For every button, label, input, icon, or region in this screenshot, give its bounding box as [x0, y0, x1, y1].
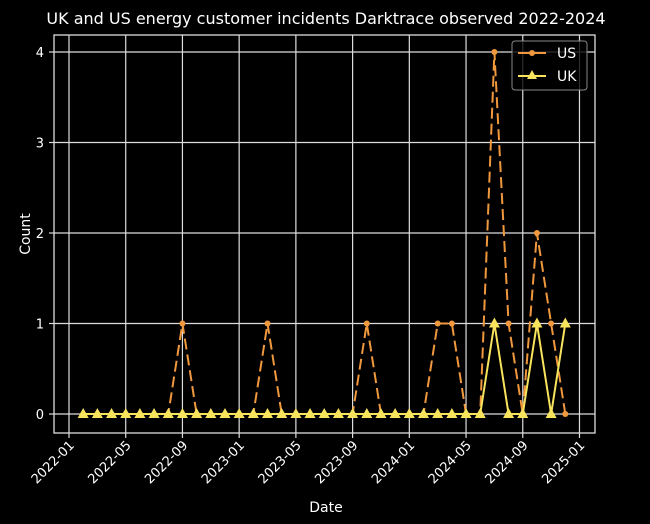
x-tick-label: 2022-09: [142, 438, 191, 487]
data-point: [120, 408, 132, 418]
data-point: [106, 408, 118, 418]
x-tick-label: 2023-01: [199, 438, 248, 487]
x-tick-label: 2024-01: [369, 438, 418, 487]
data-point: [347, 408, 359, 418]
x-axis-label: Date: [309, 500, 342, 516]
y-tick-label: 0: [36, 408, 44, 423]
legend-label-us: US: [557, 46, 576, 62]
data-point: [179, 320, 186, 327]
y-tick-label: 2: [36, 227, 44, 242]
x-tick-label: 2024-09: [483, 438, 532, 487]
data-point: [290, 408, 302, 418]
x-tick-label: 2023-05: [256, 438, 305, 487]
series-line-uk: [83, 323, 567, 415]
data-point: [162, 408, 174, 418]
series-lines: [77, 49, 571, 418]
data-point: [233, 408, 245, 418]
data-point: [148, 408, 160, 418]
data-point: [191, 408, 203, 418]
data-point: [262, 408, 274, 418]
data-point: [559, 317, 571, 328]
y-tick-label: 3: [36, 137, 44, 152]
data-point: [548, 320, 555, 327]
x-tick-label: 2024-05: [426, 438, 475, 487]
data-point: [134, 408, 146, 418]
data-point: [446, 408, 458, 418]
data-point: [434, 320, 441, 327]
data-point: [531, 317, 543, 328]
data-point: [363, 320, 370, 327]
data-point: [545, 408, 557, 418]
legend-label-uk: UK: [557, 69, 577, 85]
data-point: [304, 408, 316, 418]
y-axis-ticks: 0 1 2 3 4: [36, 46, 54, 423]
data-point: [432, 408, 444, 418]
x-tick-label: 2022-05: [86, 438, 135, 487]
chart-title: UK and US energy customer incidents Dark…: [46, 9, 605, 28]
data-point: [264, 320, 271, 327]
y-tick-label: 1: [36, 318, 44, 333]
data-point: [491, 49, 498, 55]
x-tick-label: 2023-09: [312, 438, 361, 487]
x-axis-ticks: 2022-01 2022-05 2022-09 2023-01 2023-05 2023-…: [29, 433, 588, 487]
y-tick-label: 4: [36, 46, 44, 61]
data-point: [318, 408, 330, 418]
data-point: [403, 408, 415, 418]
data-point: [375, 408, 387, 418]
x-tick-label: 2022-01: [29, 438, 78, 487]
grid: [54, 35, 595, 433]
data-point: [91, 408, 103, 418]
data-point: [389, 408, 401, 418]
legend: US UK: [511, 40, 588, 91]
data-point: [247, 408, 259, 418]
data-point: [361, 408, 373, 418]
data-point: [448, 320, 455, 327]
data-point: [562, 411, 569, 417]
plot-frame: [53, 34, 596, 434]
x-tick-label: 2025-01: [539, 438, 588, 487]
data-point: [176, 408, 188, 418]
data-point: [488, 317, 500, 328]
data-point: [533, 230, 540, 236]
data-point: [332, 408, 344, 418]
data-point: [205, 408, 217, 418]
y-axis-label: Count: [18, 213, 34, 255]
data-point: [505, 320, 512, 327]
data-point: [474, 408, 486, 418]
data-point: [219, 408, 231, 418]
data-point: [77, 408, 89, 418]
data-point: [460, 408, 472, 418]
data-point: [276, 408, 288, 418]
data-point: [517, 408, 529, 418]
data-point: [418, 408, 429, 418]
data-point: [503, 408, 515, 418]
